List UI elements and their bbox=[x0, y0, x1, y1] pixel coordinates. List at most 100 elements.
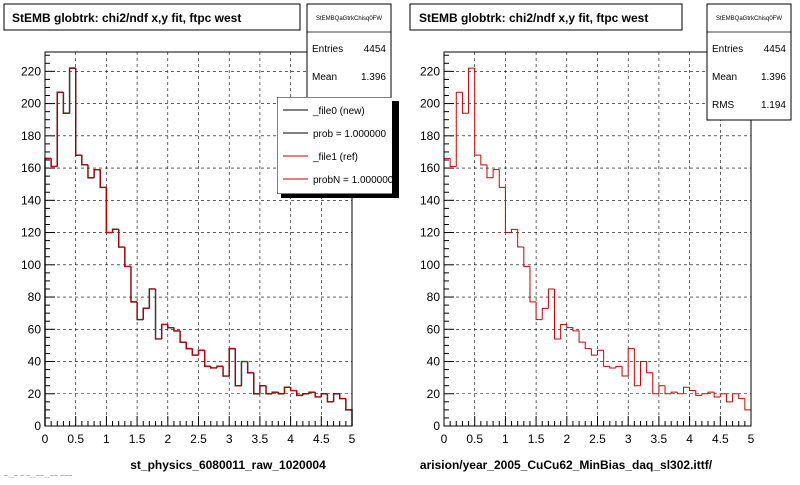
histogram-bin bbox=[216, 365, 224, 368]
histogram-bin bbox=[240, 361, 248, 386]
histogram-bin bbox=[480, 155, 487, 166]
histogram-bin bbox=[81, 155, 88, 166]
histogram-bin bbox=[197, 349, 205, 356]
x-tick-label: 1.5 bbox=[129, 432, 146, 446]
histogram-bin bbox=[732, 393, 739, 402]
histogram-bin bbox=[62, 92, 70, 114]
histogram-bin bbox=[511, 228, 518, 233]
plot-area: 0 0.5 1 1.5 2 2.5 3 3.5 4 4.5 5 0 20 40 60 80 100 120 140 1… bbox=[420, 51, 755, 446]
histogram-bin bbox=[148, 288, 156, 309]
histogram-bin bbox=[498, 169, 506, 188]
histogram-bin bbox=[253, 372, 260, 395]
histogram-bin bbox=[345, 398, 353, 426]
y-tick-label: 220 bbox=[21, 64, 41, 78]
x-tick-label: 4 bbox=[686, 432, 693, 446]
y-tick-label: 0 bbox=[433, 419, 440, 433]
histogram-bin bbox=[523, 247, 530, 267]
histogram-bin bbox=[124, 247, 131, 268]
legend-label-prob: prob = 1.000000 bbox=[313, 129, 387, 140]
histogram-bin bbox=[93, 168, 101, 178]
histogram-bin bbox=[173, 327, 181, 332]
histogram-bin bbox=[547, 288, 555, 309]
y-tick-label: 160 bbox=[21, 161, 41, 175]
histogram-bin bbox=[259, 384, 267, 394]
x-tick-label: 2.5 bbox=[589, 432, 606, 446]
histogram-bin bbox=[117, 229, 125, 248]
histogram-bin bbox=[554, 288, 561, 340]
y-tick-label: 40 bbox=[427, 355, 441, 369]
y-tick-label: 200 bbox=[420, 97, 440, 111]
histogram-bin bbox=[93, 169, 101, 178]
histogram-bin bbox=[290, 387, 297, 392]
x-tick-label: 4.5 bbox=[313, 432, 330, 446]
stats-box-name: StEMBQaGtrkChisq0FW bbox=[716, 16, 782, 22]
stats-label-entries: Entries bbox=[312, 44, 343, 55]
histogram-bin bbox=[670, 391, 678, 394]
histogram-bin bbox=[191, 348, 199, 356]
footer-fragment: ~...~ ~ ~...~~...~~ ~~~ bbox=[4, 473, 72, 480]
histogram-bin bbox=[689, 387, 696, 392]
histogram-bin bbox=[136, 301, 144, 321]
histogram-bin bbox=[332, 393, 340, 402]
histogram-bin bbox=[105, 187, 113, 234]
x-axis-label: arision/year_2005_CuCu62_MinBias_daq_sl3… bbox=[420, 458, 713, 472]
histogram-bin bbox=[228, 348, 236, 377]
histogram-bin bbox=[222, 366, 230, 377]
histogram-bin bbox=[154, 288, 162, 340]
stats-value-rms: 1.194 bbox=[761, 100, 786, 111]
histogram-bin bbox=[725, 393, 733, 403]
y-tick-label: 0 bbox=[34, 419, 41, 433]
title-box bbox=[409, 3, 683, 31]
x-tick-label: 2.5 bbox=[190, 432, 207, 446]
histogram-bin bbox=[326, 393, 334, 403]
stats-value-mean: 1.396 bbox=[761, 72, 786, 83]
histogram-bin bbox=[744, 398, 752, 426]
x-tick-label: 4.5 bbox=[712, 432, 729, 446]
histogram-bin bbox=[136, 301, 144, 321]
histogram-bin bbox=[283, 386, 291, 394]
histogram-bin bbox=[560, 323, 567, 339]
stats-box bbox=[306, 3, 392, 99]
histogram-bin bbox=[296, 390, 303, 396]
y-tick-label: 160 bbox=[420, 161, 440, 175]
x-tick-label: 3.5 bbox=[252, 432, 269, 446]
stats-box bbox=[706, 3, 792, 121]
histogram-bin bbox=[228, 347, 236, 377]
histogram-bin bbox=[320, 393, 328, 397]
histogram-bin bbox=[529, 266, 537, 303]
x-tick-label: 5 bbox=[349, 432, 356, 446]
x-tick-label: 0 bbox=[441, 432, 448, 446]
histogram-bin bbox=[130, 266, 138, 303]
histogram-bin bbox=[314, 392, 322, 398]
histogram-bin bbox=[222, 366, 230, 377]
histogram-bin bbox=[603, 350, 610, 367]
histogram-bin bbox=[639, 361, 647, 386]
histogram-bin bbox=[517, 229, 524, 248]
histogram-bin bbox=[68, 67, 76, 114]
y-tick-label: 20 bbox=[28, 387, 42, 401]
histogram-bin bbox=[302, 393, 310, 396]
histogram-bin bbox=[105, 187, 113, 234]
legend-label-new: _file0 (new) bbox=[312, 106, 365, 117]
histogram-bin bbox=[738, 393, 745, 400]
histogram-bin bbox=[203, 350, 211, 368]
histogram-bin bbox=[246, 361, 254, 374]
histogram-bin bbox=[283, 386, 291, 394]
histogram-bin bbox=[50, 158, 58, 167]
histogram-bin bbox=[449, 158, 457, 167]
histogram-bin bbox=[713, 392, 721, 398]
histogram-bin bbox=[627, 348, 635, 377]
histogram-panel-right: StEMB globtrk: chi2/ndf x,y fit, ftpc we… bbox=[409, 3, 792, 472]
y-tick-label: 100 bbox=[21, 258, 41, 272]
histogram-bin bbox=[633, 348, 641, 387]
stats-label-mean: Mean bbox=[312, 72, 337, 83]
histogram-bin bbox=[468, 67, 475, 114]
histogram-bin bbox=[676, 392, 684, 395]
histogram-bin bbox=[191, 348, 199, 356]
histogram-bin bbox=[566, 324, 573, 329]
y-tick-label: 140 bbox=[21, 193, 41, 207]
stats-label-entries: Entries bbox=[712, 44, 743, 55]
x-tick-label: 0.5 bbox=[67, 432, 84, 446]
y-tick-label: 140 bbox=[420, 193, 440, 207]
